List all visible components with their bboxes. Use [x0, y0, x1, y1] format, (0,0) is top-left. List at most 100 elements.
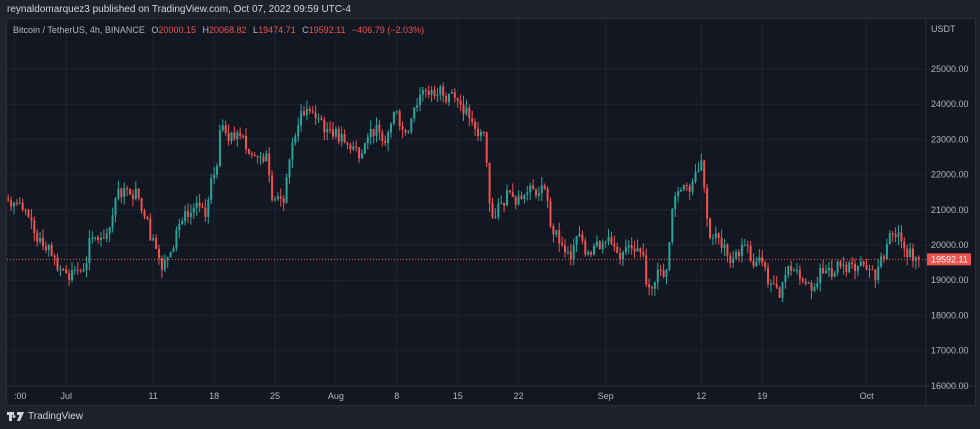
candle-body [213, 174, 216, 179]
candle-body [346, 142, 349, 145]
candle-body [372, 128, 375, 136]
candle-body [366, 137, 369, 144]
candle-body [71, 270, 73, 280]
time-tick-label: 12 [696, 391, 706, 401]
candle-body [717, 233, 720, 238]
price-tick-label: 19000.00 [931, 275, 969, 285]
candle-body [769, 283, 772, 285]
candle-body [152, 237, 155, 241]
candle-body [845, 264, 848, 272]
candle-body [656, 269, 659, 283]
candle-body [120, 188, 123, 198]
time-tick-label: 22 [514, 391, 524, 401]
candle-body [262, 156, 265, 162]
last-price-badge [927, 253, 971, 266]
candle-body [65, 269, 68, 274]
candle-body [178, 223, 181, 231]
candle-body [578, 234, 581, 237]
low-value: L19474.71 [253, 25, 296, 35]
candle-body [566, 251, 569, 253]
time-tick-label: Aug [328, 391, 344, 401]
candle-body [810, 282, 813, 291]
candle-body [822, 267, 825, 274]
candle-body [143, 210, 146, 217]
candle-body [552, 226, 555, 235]
candle-body [877, 266, 880, 281]
candle-body [572, 244, 575, 260]
candle-body [595, 241, 598, 247]
candle-body [137, 188, 140, 199]
price-tick-label: 24000.00 [931, 99, 969, 109]
candle-body [349, 144, 352, 150]
candle-body [427, 90, 430, 95]
candle-body [73, 269, 76, 271]
candle-body [111, 215, 114, 228]
candle-body [201, 206, 204, 208]
candle-body [590, 252, 593, 255]
candle-body [274, 199, 276, 201]
candle-body [210, 178, 213, 201]
candle-body [172, 248, 175, 253]
candle-body [827, 267, 830, 271]
candle-body [233, 132, 236, 140]
candle-body [326, 128, 329, 133]
candle-body [445, 95, 448, 103]
candle-body [343, 134, 346, 143]
candle-body [204, 207, 207, 217]
low-number: 19474.71 [258, 25, 296, 35]
candle-body [378, 124, 381, 133]
time-tick-label: Oct [860, 391, 875, 401]
candle-body [50, 245, 53, 256]
candle-body [885, 244, 888, 260]
candle-body [697, 170, 700, 172]
candlestick-chart[interactable]: USDT 16000.00 17000.00 18000.00 19000.00 200… [7, 19, 977, 407]
candle-body [819, 267, 822, 283]
candle-body [758, 257, 761, 262]
candle-body [424, 90, 427, 92]
symbol-label: Bitcoin / TetherUS, 4h, BINANCE [13, 25, 145, 35]
candle-body [224, 125, 227, 133]
candle-body [674, 195, 677, 210]
candle-body [781, 282, 784, 298]
candle-body [477, 128, 479, 136]
candle-body [581, 234, 584, 241]
candle-body [395, 111, 398, 113]
candle-body [506, 190, 508, 206]
candles [7, 82, 920, 302]
candle-body [419, 94, 421, 106]
candle-body [564, 245, 566, 253]
chart-panel[interactable]: Bitcoin / TetherUS, 4h, BINANCE O20000.1… [6, 18, 977, 407]
price-axis[interactable]: 16000.00 17000.00 18000.00 19000.00 20000.00… [931, 64, 969, 391]
time-axis[interactable]: :00 Jul 11 18 25 Aug 8 15 22 Sep 12 19 Oct [14, 391, 874, 401]
candle-body [500, 202, 503, 204]
candle-body [160, 258, 163, 270]
candle-body [619, 252, 622, 259]
candle-body [436, 94, 439, 96]
time-tick-label: Sep [598, 391, 614, 401]
tradingview-logo-icon [7, 412, 24, 421]
price-tick-label: 18000.00 [931, 310, 969, 320]
price-tick-label: 25000.00 [931, 64, 969, 74]
candle-body [390, 123, 392, 133]
time-tick-label: :00 [14, 391, 27, 401]
candle-body [36, 232, 39, 242]
candle-body [787, 266, 790, 276]
candle-body [755, 261, 758, 267]
candle-body [410, 118, 413, 132]
tradingview-logo: TradingView [7, 411, 83, 422]
candle-body [39, 237, 42, 242]
candle-body [798, 269, 801, 279]
close-number: 19592.11 [308, 25, 346, 35]
candle-body [134, 188, 137, 200]
candle-body [181, 221, 184, 224]
candle-body [482, 131, 485, 133]
candle-body [549, 200, 552, 227]
candle-body [294, 136, 297, 143]
candle-body [607, 237, 610, 242]
candle-body [535, 189, 537, 196]
candle-body [271, 175, 274, 200]
candle-body [85, 263, 88, 270]
candle-body [413, 107, 416, 119]
candle-body [816, 282, 819, 288]
candle-body [839, 261, 842, 267]
